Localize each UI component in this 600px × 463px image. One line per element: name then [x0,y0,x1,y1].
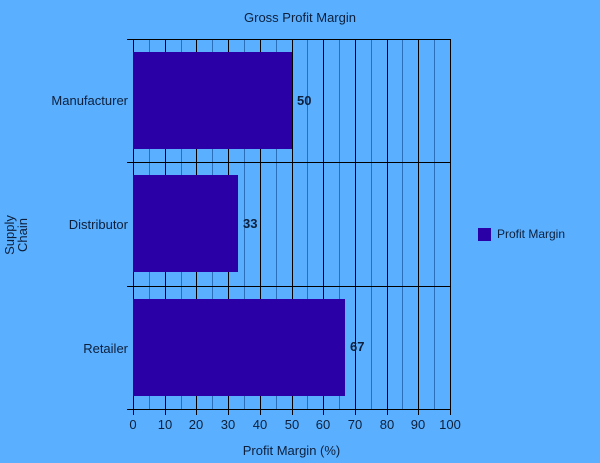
gridline [260,39,261,409]
category-label-manufacturer: Manufacturer [51,93,128,108]
x-tick [165,409,166,415]
gridline [355,39,356,409]
category-divider [127,286,450,287]
x-tick-label: 0 [129,417,137,432]
x-tick [228,409,229,415]
gridline [323,39,324,409]
gridline [387,39,388,409]
x-tick-label: 80 [379,417,395,432]
y-axis-label-line2: Chain [15,218,30,252]
x-axis-label: Profit Margin (%) [242,443,341,458]
x-tick [323,409,324,415]
gridline [276,39,277,409]
gridline [292,39,293,409]
y-axis-label: Supply Chain [2,205,30,265]
gridline [307,39,308,409]
data-label: 50 [297,93,312,108]
category-divider [127,409,450,410]
x-tick [292,409,293,415]
chart-title: Gross Profit Margin [244,10,356,25]
x-tick [355,409,356,415]
data-label: 33 [243,216,258,231]
plot-area: 50 33 67 [127,39,451,410]
x-tick-label: 50 [284,417,300,432]
data-label: 67 [350,339,365,354]
category-divider [127,162,450,163]
gridline [434,39,435,409]
x-tick-label: 30 [220,417,236,432]
gridline [371,39,372,409]
legend: Profit Margin [478,227,565,241]
gridline [339,39,340,409]
category-label-distributor: Distributor [68,217,128,232]
category-divider [127,39,450,40]
x-tick [450,409,451,415]
x-tick-label: 90 [410,417,426,432]
gridline [418,39,419,409]
x-tick [418,409,419,415]
x-tick [260,409,261,415]
legend-label: Profit Margin [497,227,566,241]
bar-distributor [133,175,238,272]
x-tick-label: 100 [439,417,461,432]
gridline [244,39,245,409]
x-tick-label: 40 [252,417,268,432]
x-tick [133,409,134,415]
x-tick-label: 10 [157,417,173,432]
bar-manufacturer [133,52,292,149]
x-tick-label: 70 [347,417,363,432]
legend-swatch [478,227,491,241]
gridline [402,39,403,409]
category-label-retailer: Retailer [83,341,128,356]
gridline [450,39,451,409]
x-tick [196,409,197,415]
bar-retailer [133,299,345,396]
x-tick [387,409,388,415]
x-tick-label: 60 [315,417,331,432]
x-tick-label: 20 [188,417,204,432]
